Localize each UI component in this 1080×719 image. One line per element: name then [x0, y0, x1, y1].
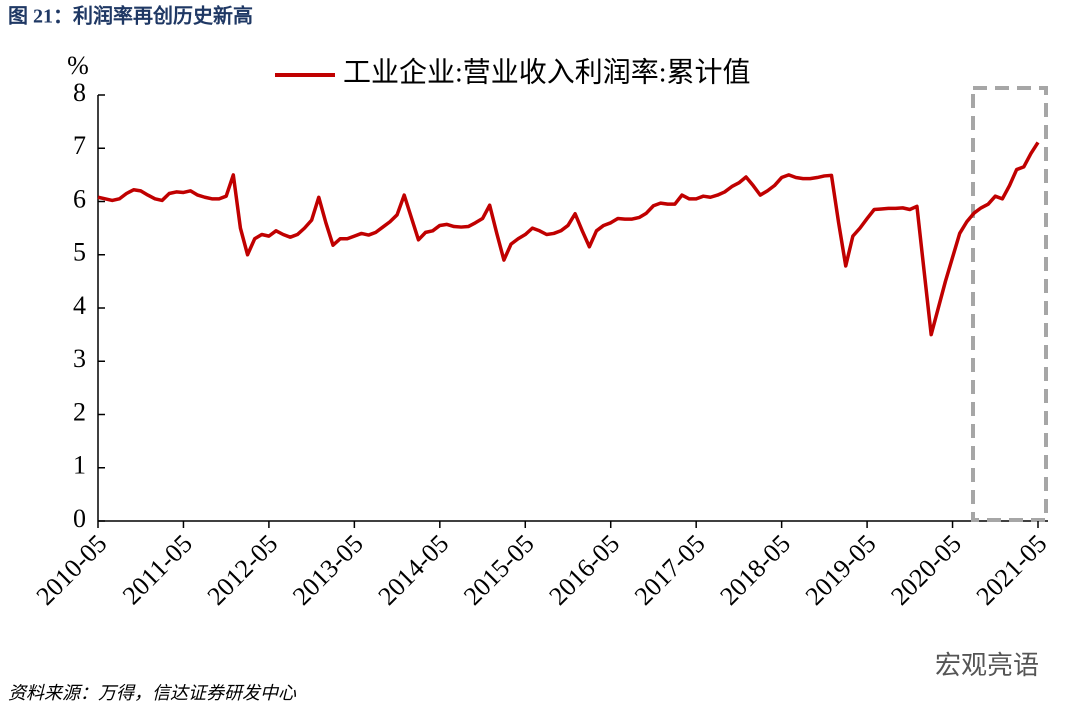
- y-tick-label: 7: [73, 131, 86, 160]
- y-axis-label: %: [67, 51, 89, 80]
- x-tick-label: 2019-05: [800, 529, 882, 611]
- x-tick-label: 2017-05: [629, 529, 711, 611]
- y-tick-label: 2: [73, 397, 86, 426]
- x-tick-label: 2015-05: [458, 529, 540, 611]
- x-tick-label: 2010-05: [31, 529, 113, 611]
- y-tick-label: 4: [73, 291, 86, 320]
- x-tick-label: 2013-05: [287, 529, 369, 611]
- highlight-box: [971, 86, 1048, 522]
- chart-title: 图 21：利润率再创历史新高: [8, 4, 253, 28]
- x-tick-label: 2016-05: [543, 529, 625, 611]
- x-tick-label: 2014-05: [372, 529, 454, 611]
- y-tick-label: 0: [73, 504, 86, 533]
- y-tick-label: 8: [73, 78, 86, 107]
- data-line: [97, 141, 1040, 337]
- x-tick-label: 2011-05: [117, 529, 198, 610]
- x-tick-label: 2012-05: [202, 529, 284, 611]
- y-tick-label: 5: [73, 238, 86, 267]
- x-tick-label: 2021-05: [971, 529, 1053, 611]
- x-tick-label: 2020-05: [885, 529, 967, 611]
- watermark: 宏观亮语: [935, 651, 1039, 680]
- legend-label: 工业企业:营业收入利润率:累计值: [343, 56, 751, 88]
- y-tick-label: 1: [73, 451, 86, 480]
- y-tick-label: 3: [73, 344, 86, 373]
- y-tick-label: 6: [73, 184, 86, 213]
- x-tick-label: 2018-05: [714, 529, 796, 611]
- source-note: 资料来源：万得，信达证券研发中心: [8, 683, 297, 703]
